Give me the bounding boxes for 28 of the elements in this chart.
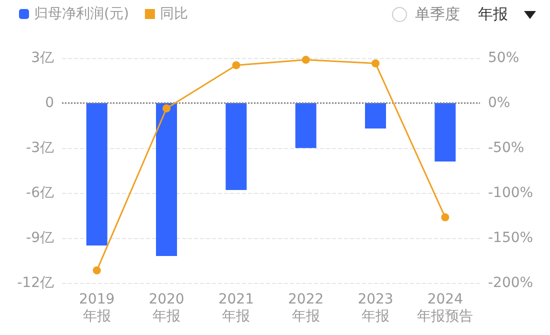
point bbox=[92, 266, 101, 274]
y-tick-label: -12亿 bbox=[17, 275, 54, 291]
text: 年报 bbox=[478, 5, 508, 24]
x-tick-label: 2023 年报 bbox=[358, 292, 394, 324]
x-tick-label: 2019 年报 bbox=[79, 292, 115, 324]
point bbox=[162, 104, 170, 112]
legend-label: 同比 bbox=[160, 6, 188, 22]
y2-tick-label: 0% bbox=[488, 95, 510, 111]
legend-label: 归母净利润(元) bbox=[34, 6, 129, 22]
y-tick-label: 0 bbox=[45, 95, 54, 111]
y2-tick-label: 50% bbox=[488, 50, 520, 66]
x-tick-label: 2024 年报预告 bbox=[417, 292, 474, 324]
y-tick-label: 3亿 bbox=[31, 50, 54, 66]
point bbox=[302, 56, 310, 64]
x-tick-label: 2021 年报 bbox=[218, 292, 254, 324]
point bbox=[232, 61, 240, 70]
y2-tick-label: -150% bbox=[488, 230, 534, 246]
text: 单季度 bbox=[415, 5, 460, 24]
point bbox=[441, 213, 450, 222]
x-tick-label: 2020 年报 bbox=[148, 292, 184, 324]
y-tick-label: -3亿 bbox=[26, 140, 54, 156]
point bbox=[372, 59, 380, 68]
y-tick-label: -9亿 bbox=[26, 230, 54, 246]
y2-tick-label: -50% bbox=[488, 140, 524, 156]
y-tick-label: -6亿 bbox=[26, 185, 54, 201]
y2-tick-label: -100% bbox=[488, 185, 534, 201]
x-tick-label: 2022 年报 bbox=[288, 292, 324, 324]
y2-tick-label: -200% bbox=[488, 275, 534, 291]
